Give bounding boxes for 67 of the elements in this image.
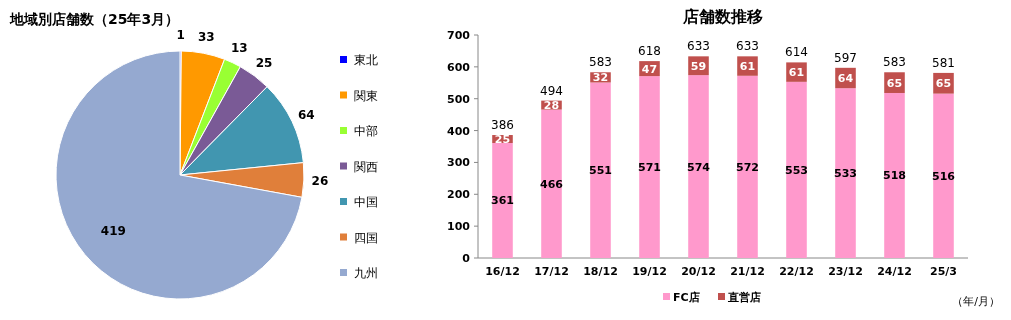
x-tick-label: 18/12: [583, 265, 618, 278]
legend-label: 中部: [354, 124, 378, 138]
x-tick-label: 24/12: [877, 265, 912, 278]
data-label: 25: [255, 56, 273, 70]
data-label: 26: [311, 173, 329, 188]
x-tick-label: 22/12: [779, 265, 814, 278]
legend-label: 九州: [354, 266, 378, 280]
data-label: 516: [932, 169, 956, 183]
chart-title: 店舗数推移: [682, 7, 763, 26]
data-label: 64: [837, 72, 854, 86]
total-label: 618: [638, 44, 661, 59]
y-tick-label: 600: [447, 60, 471, 74]
data-label: 518: [883, 169, 906, 183]
data-label: 25: [494, 133, 511, 147]
data-label: 571: [638, 161, 661, 175]
data-label: 47: [641, 62, 658, 76]
total-label: 583: [883, 55, 906, 70]
data-label: 466: [540, 177, 564, 191]
y-tick-label: 0: [462, 252, 471, 265]
total-label: 633: [736, 39, 759, 54]
x-tick-label: 25/3: [930, 265, 957, 278]
legend-label: 東北: [354, 53, 378, 67]
y-tick-label: 400: [447, 124, 471, 138]
x-tick-label: 16/12: [485, 265, 520, 278]
data-label: 61: [788, 66, 805, 80]
x-tick-label: 17/12: [534, 265, 569, 278]
data-label: 32: [592, 71, 609, 85]
total-label: 583: [589, 55, 612, 70]
total-label: 614: [785, 45, 808, 60]
legend-label: 関西: [354, 159, 378, 174]
legend-label: 関東: [354, 88, 378, 103]
data-label: 13: [231, 41, 248, 56]
data-label: 574: [687, 160, 711, 174]
data-label: 59: [690, 59, 707, 73]
data-label: 553: [785, 163, 808, 177]
data-label: 64: [297, 107, 315, 122]
x-tick-label: 19/12: [632, 265, 667, 278]
x-tick-label: 20/12: [681, 265, 716, 278]
x-tick-label: 21/12: [730, 265, 765, 278]
data-label: 65: [886, 76, 903, 90]
legend-label: 直営店: [727, 291, 761, 304]
total-label: 633: [687, 39, 710, 54]
y-tick-label: 300: [447, 156, 471, 170]
y-tick-label: 500: [447, 92, 471, 106]
total-label: 386: [491, 118, 514, 133]
data-label: 33: [197, 30, 215, 45]
data-label: 1: [176, 28, 185, 42]
data-label: 572: [736, 160, 759, 174]
data-label: 361: [491, 194, 514, 208]
data-label: 551: [589, 164, 612, 178]
legend-label: 中国: [354, 195, 378, 209]
data-label: 65: [935, 77, 952, 91]
y-tick-label: 100: [447, 220, 471, 234]
data-label: 61: [739, 60, 756, 74]
chart-title: 地域別店舗数（25年3月）: [9, 11, 180, 27]
y-tick-label: 200: [447, 188, 471, 202]
data-label: 28: [543, 99, 560, 113]
text: （年/月）: [952, 295, 1000, 308]
total-label: 597: [834, 50, 857, 65]
y-tick-label: 700: [447, 29, 471, 42]
data-label: 419: [100, 223, 126, 238]
legend-label: FC店: [673, 291, 700, 304]
total-label: 581: [932, 55, 955, 70]
total-label: 494: [540, 83, 563, 98]
data-label: 533: [834, 167, 857, 181]
legend-label: 四国: [354, 230, 378, 245]
x-tick-label: 23/12: [828, 265, 863, 278]
